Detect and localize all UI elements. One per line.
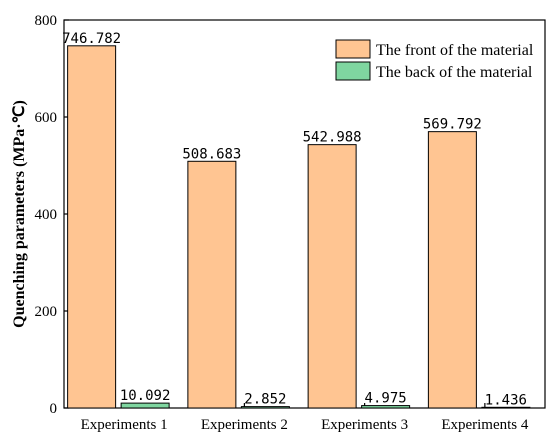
data-label: 569.792 bbox=[423, 117, 482, 133]
data-label: 1.436 bbox=[485, 392, 527, 408]
bar bbox=[120, 402, 170, 409]
y-tick-label: 0 bbox=[50, 401, 58, 417]
data-labels-group: 746.782 508.683 542.988 569.792 10.092 2.852 4… bbox=[62, 31, 527, 408]
y-tick-label: 800 bbox=[35, 13, 58, 29]
data-label: 508.683 bbox=[182, 146, 241, 162]
legend-swatch bbox=[335, 61, 371, 81]
bars-group bbox=[67, 45, 531, 409]
data-label: 10.092 bbox=[120, 388, 171, 404]
y-tick-label: 400 bbox=[35, 207, 58, 223]
y-tick-label: 600 bbox=[35, 110, 58, 126]
y-axis: 0 200 400 600 800 bbox=[35, 13, 69, 417]
x-tick-label: Experiments 3 bbox=[321, 417, 408, 433]
y-axis-title: Quenching parameters (MPa·℃) bbox=[11, 100, 28, 328]
data-label: 4.975 bbox=[365, 391, 407, 407]
bar bbox=[187, 160, 237, 409]
bar bbox=[361, 405, 411, 409]
bar bbox=[240, 406, 290, 409]
y-tick-label: 200 bbox=[35, 304, 58, 320]
bar bbox=[481, 406, 531, 409]
legend-label: The front of the material bbox=[376, 42, 534, 59]
data-label: 542.988 bbox=[303, 130, 362, 146]
data-label: 2.852 bbox=[244, 392, 286, 408]
bar bbox=[307, 144, 357, 409]
legend-swatch bbox=[335, 39, 371, 59]
x-axis: Experiments 1 Experiments 2 Experiments 3 E… bbox=[81, 403, 529, 433]
x-tick-label: Experiments 4 bbox=[441, 417, 529, 433]
x-tick-label: Experiments 2 bbox=[201, 417, 288, 433]
legend-label: The back of the material bbox=[376, 64, 533, 81]
x-tick-label: Experiments 1 bbox=[81, 417, 168, 433]
bar bbox=[67, 45, 117, 409]
legend: The front of the material The back of the… bbox=[335, 39, 534, 81]
bar bbox=[427, 131, 477, 409]
data-label: 746.782 bbox=[62, 31, 121, 47]
